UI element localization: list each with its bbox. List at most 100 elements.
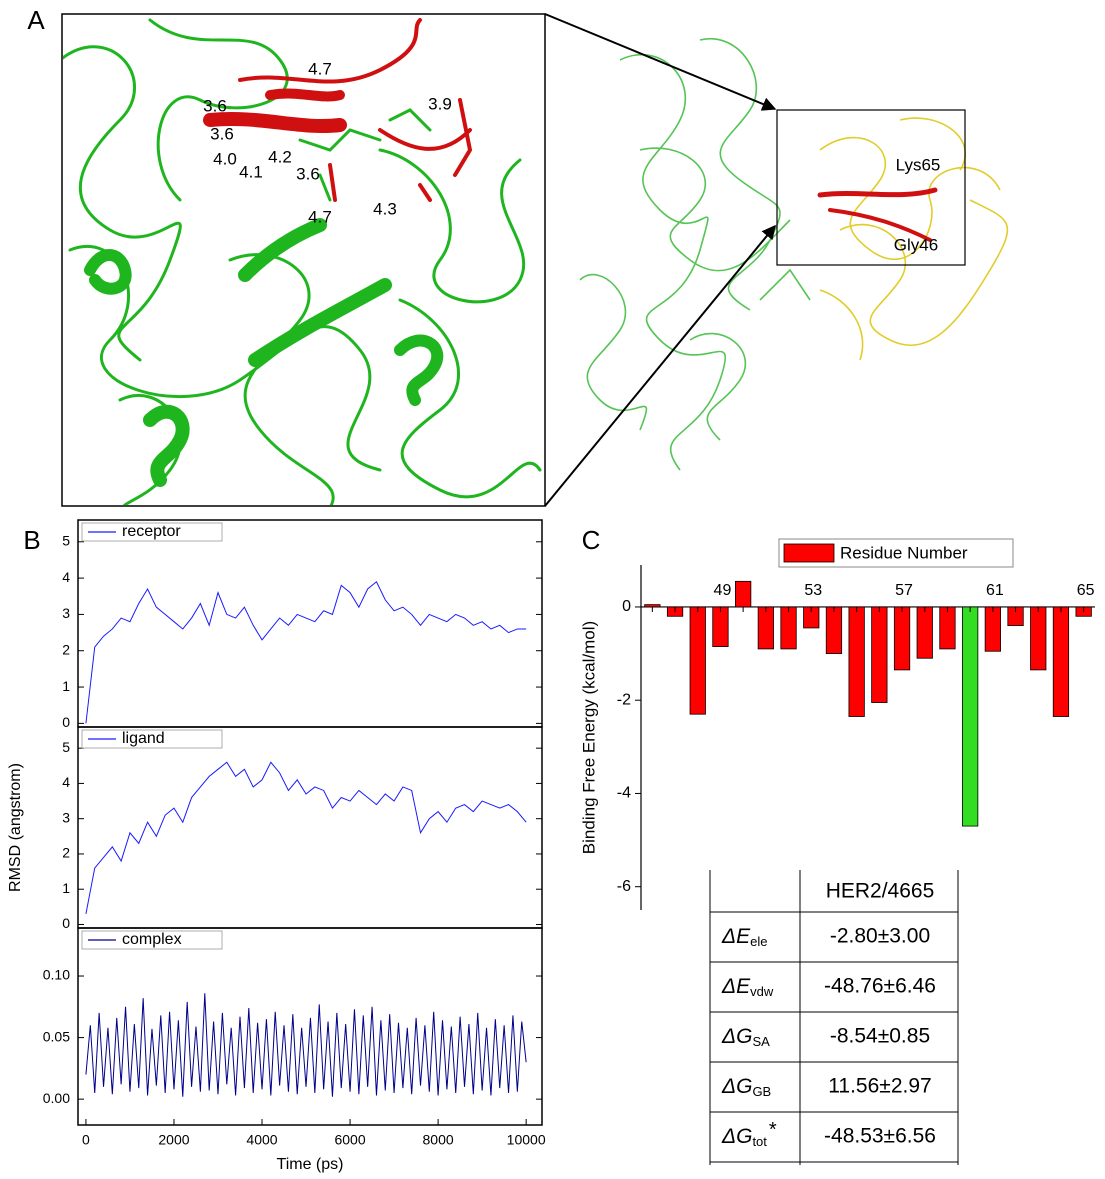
- distance-label: 3.6: [210, 124, 234, 143]
- y-tick-label: 1: [62, 678, 70, 694]
- table-header: HER2/4665: [826, 880, 935, 903]
- bar: [644, 604, 661, 608]
- bar: [893, 606, 911, 671]
- table-frame: [709, 870, 959, 1165]
- x-tick-label: 6000: [334, 1132, 365, 1148]
- peptide: [328, 98, 473, 202]
- ribbon: [639, 147, 791, 272]
- distance-label: 3.6: [296, 164, 320, 183]
- y-tick-label: -4: [617, 785, 631, 802]
- ribbon: [579, 273, 648, 431]
- y-tick-label: 0.00: [43, 1090, 70, 1106]
- panel-label: B: [23, 525, 40, 555]
- bar: [916, 606, 933, 659]
- legend-label: Residue Number: [840, 543, 968, 562]
- ribbon: [819, 117, 967, 361]
- rmsd-line: [85, 580, 527, 724]
- legend-box: [81, 729, 223, 749]
- ribbon: [63, 45, 182, 362]
- panel-label: A: [27, 5, 45, 35]
- inset-frame: [61, 13, 546, 507]
- table-value: 11.56±2.97: [828, 1075, 931, 1098]
- y-tick-label: 0: [622, 598, 631, 615]
- superscript: *: [769, 1119, 777, 1141]
- y-tick-label: 5: [62, 739, 70, 755]
- residue-label: Lys65: [896, 155, 941, 174]
- helix: [84, 249, 132, 295]
- subscript: SA: [752, 1034, 770, 1049]
- x-tick-label: 49: [714, 582, 732, 599]
- bar: [984, 606, 1001, 652]
- distance-label: 4.2: [268, 147, 292, 166]
- structure-inset: [63, 18, 542, 505]
- y-tick-label: -6: [617, 878, 631, 895]
- bar: [757, 606, 774, 650]
- table-symbol: ΔGGB: [721, 1075, 771, 1100]
- y-tick-label: 2: [62, 845, 70, 861]
- plot-frame: [77, 519, 543, 728]
- bar: [939, 606, 956, 650]
- ribbon: [819, 136, 1001, 260]
- structure-overview: [579, 37, 1009, 471]
- symbol: ΔE: [721, 975, 751, 998]
- subscript: vdw: [750, 984, 774, 999]
- y-tick-label: 4: [62, 569, 70, 585]
- side-chain: [298, 108, 432, 202]
- x-axis-label: Time (ps): [277, 1156, 344, 1173]
- y-tick-label: 2: [62, 641, 70, 657]
- y-tick-label: 0: [62, 714, 70, 730]
- y-tick-label: 4: [62, 774, 70, 790]
- peptide-sheet: [203, 111, 347, 134]
- table-symbol: ΔEele: [721, 925, 767, 950]
- ribbon: [398, 298, 542, 499]
- symbol: ΔG: [721, 1075, 752, 1098]
- sheet: [238, 218, 327, 282]
- x-tick-label: 4000: [246, 1132, 277, 1148]
- legend-box: [81, 522, 223, 542]
- bar: [689, 606, 706, 715]
- legend-swatch: [783, 543, 835, 563]
- x-tick-label: 61: [986, 582, 1004, 599]
- legend-label: ligand: [122, 730, 165, 747]
- x-tick-label: 8000: [423, 1132, 454, 1148]
- x-tick-label: 53: [804, 582, 822, 599]
- table-value: -48.76±6.46: [824, 975, 936, 998]
- x-tick-label: 57: [895, 582, 913, 599]
- ribbon: [118, 393, 182, 505]
- y-tick-label: 3: [62, 605, 70, 621]
- rmsd-line: [85, 993, 527, 1097]
- legend-label: receptor: [122, 523, 181, 540]
- table-symbol: ΔGSA: [721, 1025, 770, 1050]
- bar: [848, 606, 865, 717]
- y-tick-label: 1: [62, 880, 70, 896]
- bar: [712, 606, 729, 647]
- table-value: -8.54±0.85: [830, 1025, 930, 1048]
- legend-box: [81, 930, 223, 950]
- ribbon: [378, 148, 526, 304]
- bar: [735, 580, 752, 608]
- bar: [1052, 606, 1070, 717]
- distance-label: 3.6: [203, 96, 227, 115]
- y-axis-label: Binding Free Energy (kcal/mol): [579, 621, 598, 854]
- x-tick-label: 2000: [158, 1132, 189, 1148]
- peptide: [828, 208, 932, 242]
- bar: [871, 606, 888, 703]
- distance-label: 4.7: [308, 207, 332, 226]
- panel-label: C: [582, 525, 601, 555]
- bar: [1030, 606, 1047, 671]
- ribbon: [228, 253, 335, 505]
- y-tick-label: -2: [617, 691, 631, 708]
- ribbon: [619, 54, 726, 471]
- plot-frame: [77, 927, 543, 1126]
- peptide: [817, 187, 938, 198]
- table-value: -48.53±6.56: [824, 1125, 936, 1148]
- table-value: -2.80±3.00: [830, 925, 930, 948]
- zoom-arrow: [544, 224, 776, 507]
- sheet: [248, 278, 392, 367]
- y-tick-label: 0: [62, 915, 70, 931]
- ribbon: [839, 199, 1009, 346]
- symbol: ΔG: [721, 1025, 752, 1048]
- distance-label: 4.3: [373, 199, 397, 218]
- zoom-arrow: [544, 13, 777, 111]
